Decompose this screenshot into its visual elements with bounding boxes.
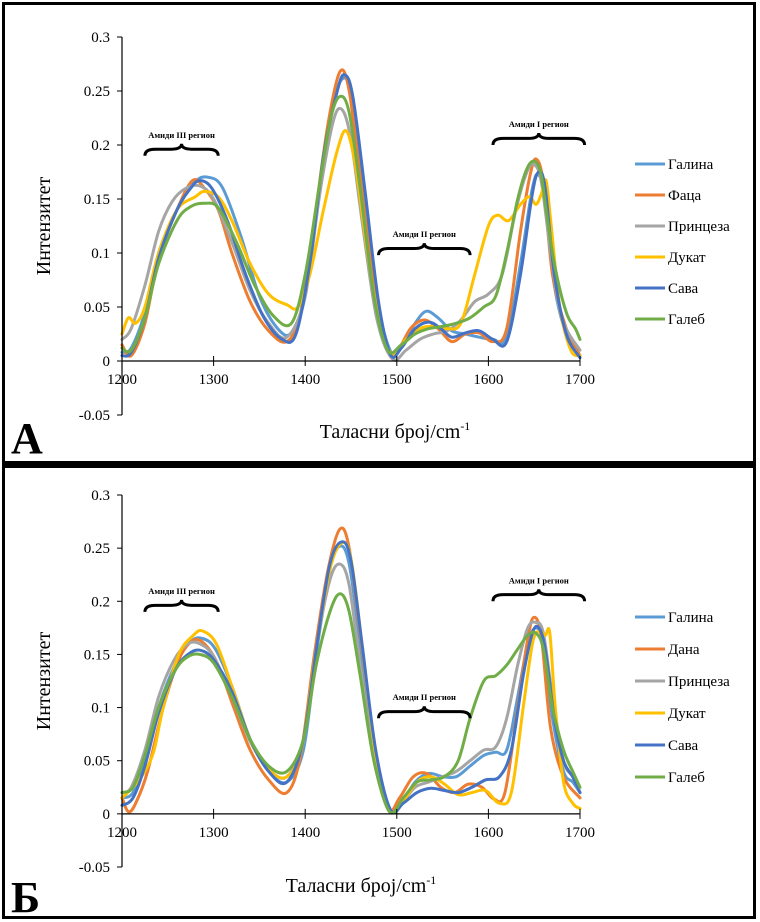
x-tick-label: 1600 [473, 372, 503, 388]
panel-label-b: Б [11, 873, 41, 922]
series-line-1 [120, 526, 582, 814]
legend-label: Дукат [668, 250, 706, 266]
region-label: Амиди I регион [509, 119, 569, 129]
x-axis-title: Таласни број/cm-1 [320, 419, 471, 443]
x-tick-label: 1200 [107, 825, 137, 841]
y-tick-label: 0 [103, 807, 111, 823]
x-tick-label: 1300 [199, 372, 229, 388]
region-brace [491, 589, 587, 602]
region-label: Амиди I регион [509, 575, 569, 585]
panel-label-a: A [11, 414, 43, 463]
y-tick-label: 0.05 [84, 300, 110, 316]
y-tick-label: 0.2 [91, 138, 110, 154]
y-tick-label: 0.15 [84, 647, 110, 663]
x-tick-label: 1300 [199, 825, 229, 841]
x-axis-title-text: Таласни број/cm [286, 875, 427, 897]
x-tick-label: 1700 [565, 825, 595, 841]
series-lines [120, 526, 582, 815]
x-tick-label: 1500 [382, 825, 412, 841]
x-axis-title: Таласни број/cm-1 [286, 873, 437, 897]
x-tick-label: 1400 [290, 372, 320, 388]
spectrum-chart-a: -0.05 0 0.05 0.1 0.15 0.2 0.25 0.3 1200 1300 1400 1… [33, 30, 730, 443]
y-tick-label: 0.1 [91, 701, 110, 717]
y-tick-label: -0.05 [79, 408, 110, 424]
axes: -0.05 0 0.05 0.1 0.15 0.2 0.25 0.3 1200 1300 1400 1… [79, 488, 595, 876]
legend-label: Принцеза [668, 219, 730, 235]
x-tick-label: 1700 [565, 372, 595, 388]
y-tick-label: 0.25 [84, 84, 110, 100]
legend-label: Фаца [668, 188, 702, 204]
legend-label: Дана [668, 642, 700, 658]
region-brace [491, 132, 587, 146]
series-line-5 [120, 592, 582, 815]
axes: -0.05 0 0.05 0.1 0.15 0.2 0.25 0.3 1200 1300 1400 1… [79, 30, 595, 424]
legend-label: Галеб [668, 312, 705, 328]
y-tick-label: -0.05 [79, 860, 110, 876]
series-lines [120, 68, 582, 362]
region-label: Амиди II регион [393, 692, 456, 702]
region-brace [376, 706, 472, 719]
legend-label: Сава [668, 738, 699, 754]
region-label: Амиди III регион [148, 586, 215, 596]
x-tick-label: 1400 [290, 825, 320, 841]
series-line-4 [120, 73, 582, 360]
legend-label: Галина [668, 610, 714, 626]
legend-label: Принцеза [668, 674, 730, 690]
x-axis-title-sup: -1 [426, 873, 436, 887]
x-tick-label: 1200 [107, 372, 137, 388]
y-tick-label: 0 [103, 354, 111, 370]
x-axis-title-text: Таласни број/cm [320, 421, 461, 443]
legend-label: Галеб [668, 770, 705, 786]
region-label: Амиди III регион [148, 130, 215, 140]
series-line-2 [120, 562, 582, 814]
region-brace [376, 242, 472, 256]
region-brace [143, 599, 220, 613]
region-label: Амиди II регион [393, 229, 456, 239]
legend-label: Сава [668, 281, 699, 297]
x-axis-title-sup: -1 [460, 419, 470, 433]
chart-panel-b: -0.05 0 0.05 0.1 0.15 0.2 0.25 0.3 1200 1300 1400 1… [2, 464, 756, 922]
chart-panel-a: -0.05 0 0.05 0.1 0.15 0.2 0.25 0.3 1200 1300 1400 1… [2, 2, 756, 464]
series-line-5 [120, 94, 582, 355]
y-tick-label: 0.3 [91, 488, 110, 504]
x-tick-label: 1600 [473, 825, 503, 841]
region-brace [143, 143, 220, 156]
y-tick-label: 0.3 [91, 30, 110, 46]
y-tick-label: 0.05 [84, 754, 110, 770]
legend: Галина Дана Принцеза Дукат Сава Галеб [635, 610, 730, 786]
legend: Галина Фаца Принцеза Дукат Сава Галеб [635, 157, 730, 328]
legend-label: Дукат [668, 706, 706, 722]
legend-label: Галина [668, 157, 714, 173]
y-axis-title: Интензитет [33, 632, 55, 731]
region-annotations: Амиди III регион Амиди II регион Амиди I р… [143, 119, 587, 256]
y-axis-title: Интензитет [33, 177, 55, 276]
x-tick-label: 1500 [382, 372, 412, 388]
y-tick-label: 0.15 [84, 192, 110, 208]
y-tick-label: 0.1 [91, 246, 110, 262]
spectrum-chart-b: -0.05 0 0.05 0.1 0.15 0.2 0.25 0.3 1200 1300 1400 1… [33, 488, 730, 897]
y-tick-label: 0.2 [91, 594, 110, 610]
y-tick-label: 0.25 [84, 541, 110, 557]
